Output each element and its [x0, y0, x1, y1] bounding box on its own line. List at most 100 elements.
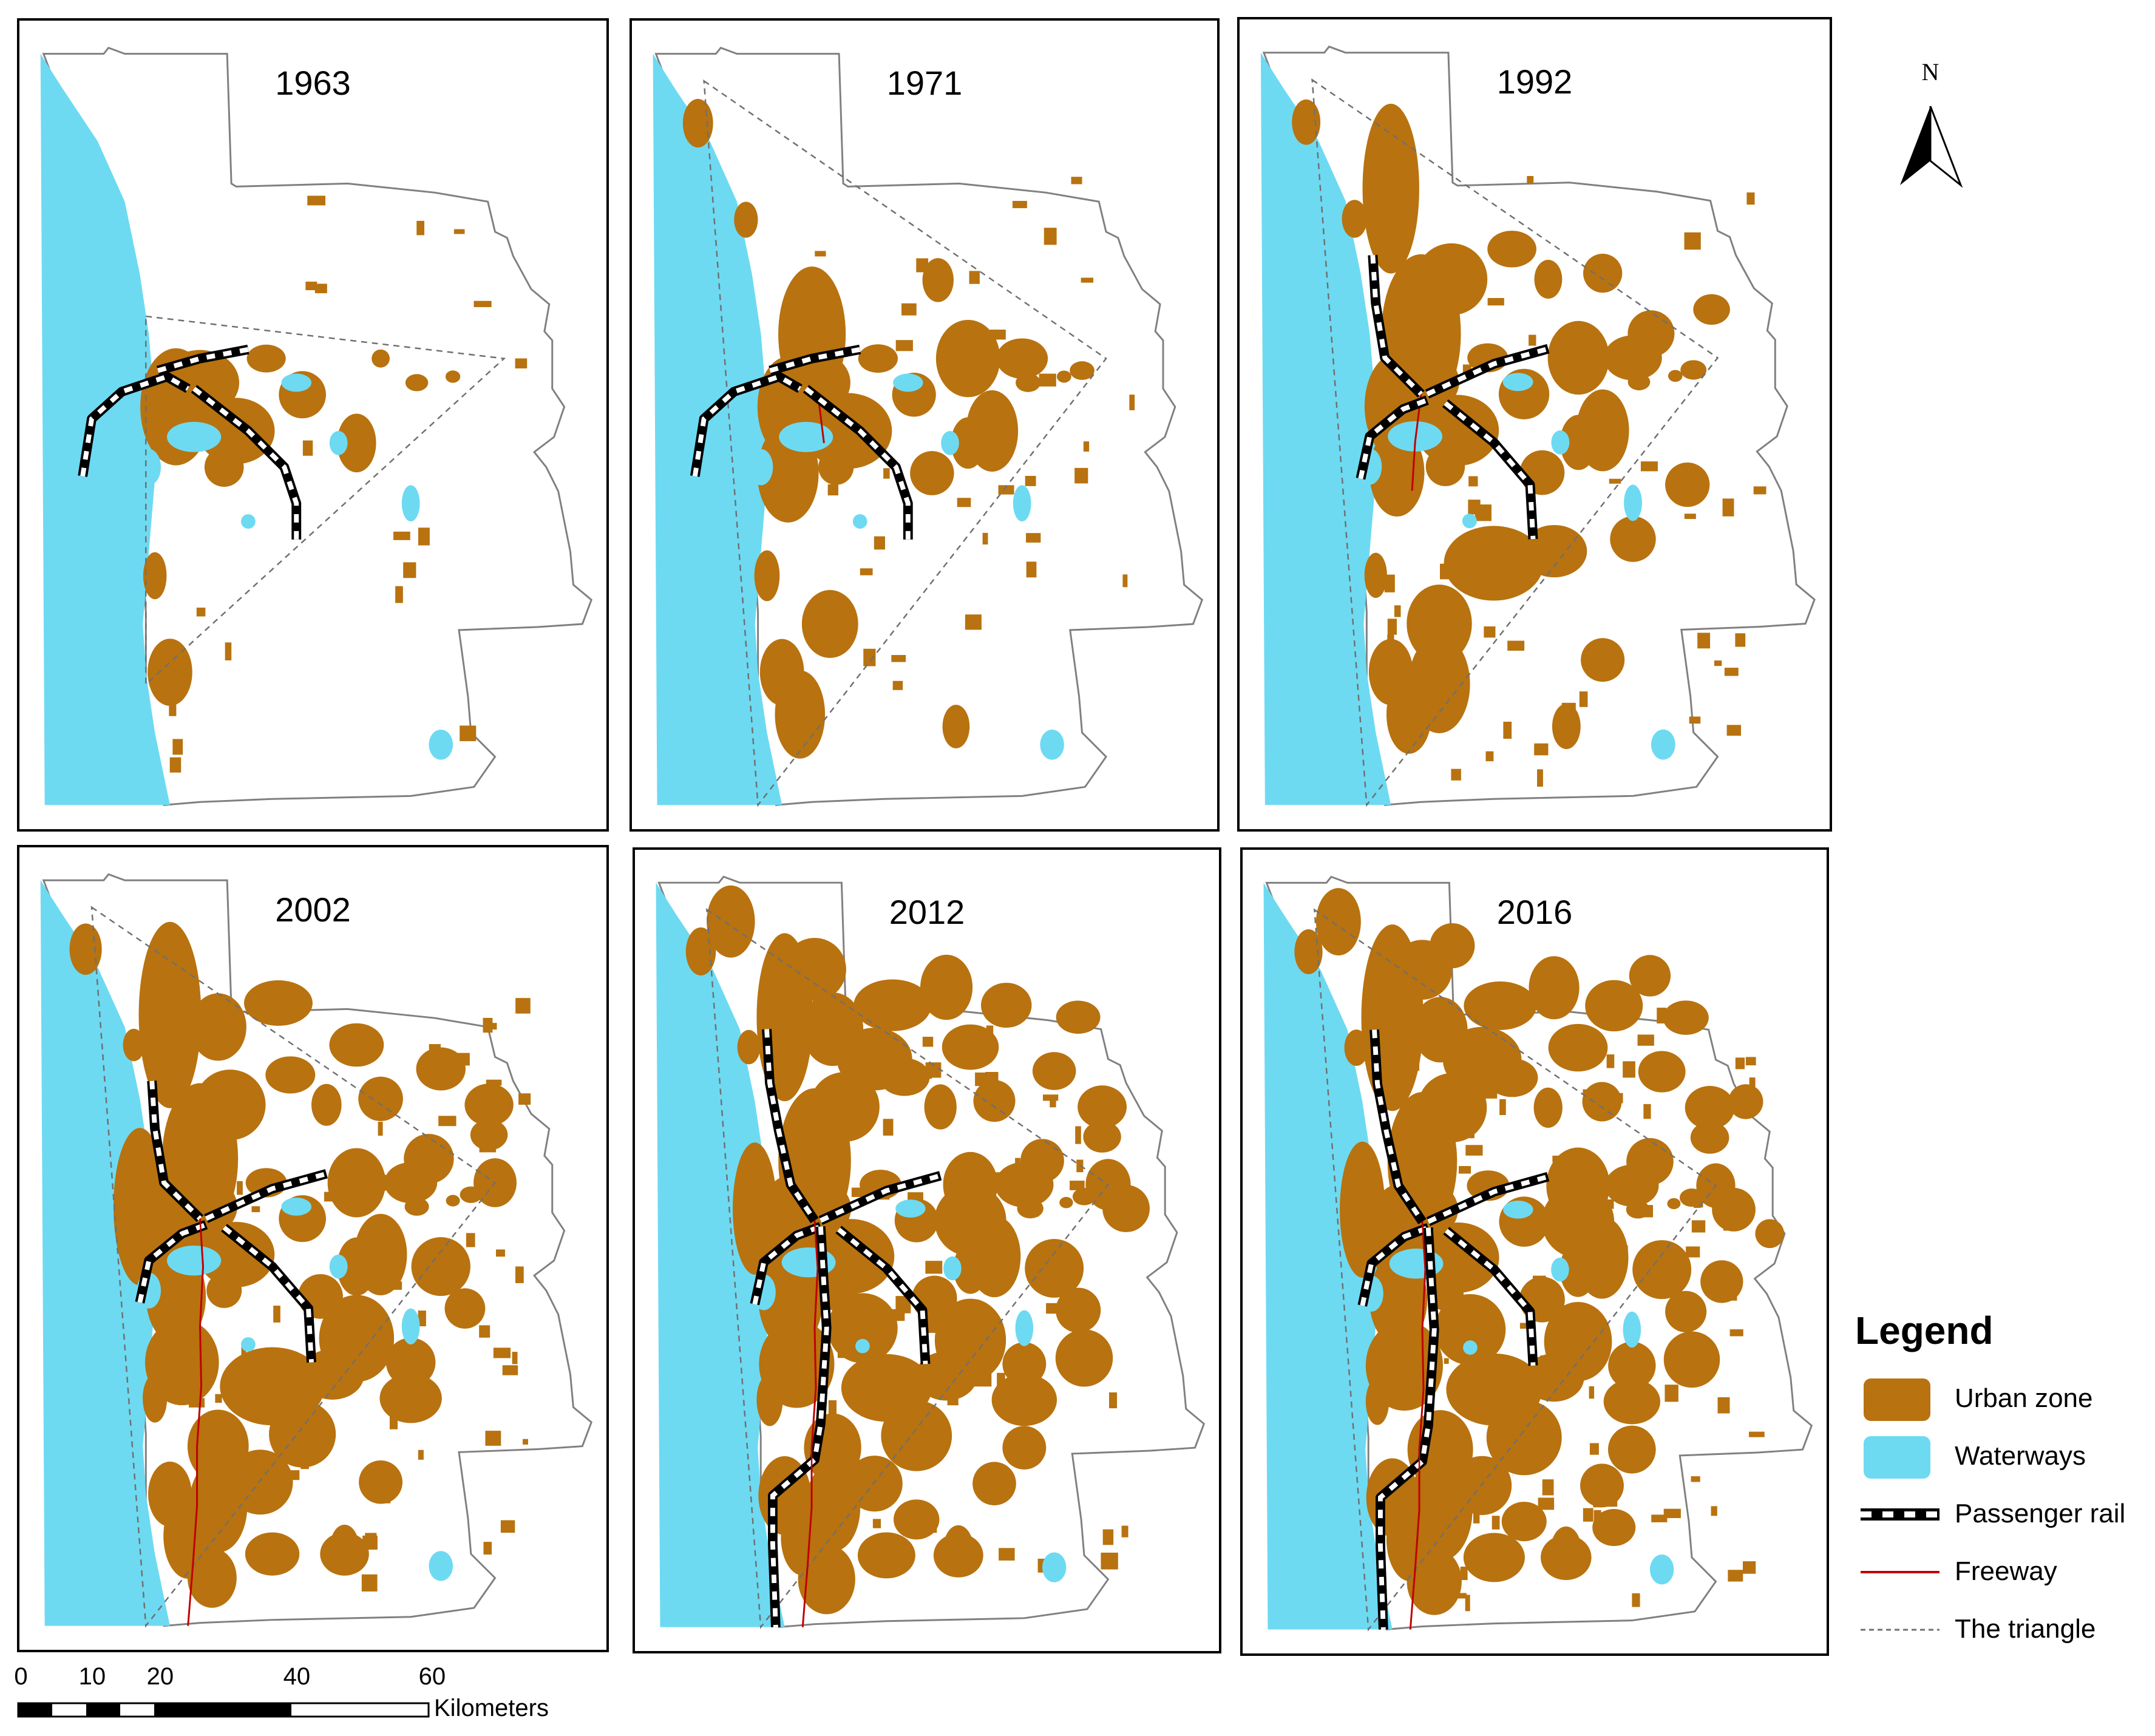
urban-zone-patch	[1735, 1057, 1745, 1070]
legend-item-urban: Urban zone	[1851, 1375, 2155, 1423]
urban-zone-patch	[820, 1550, 836, 1565]
urban-zone-patch	[1717, 1397, 1730, 1414]
waterway	[1551, 1257, 1569, 1282]
north-label: N	[1921, 58, 1940, 86]
urban-zone-patch	[403, 562, 416, 578]
panel-year-label: 2016	[1496, 893, 1573, 931]
freeway-line	[1411, 394, 1422, 491]
map-2012	[656, 875, 1206, 1629]
urban-zone-patch	[815, 251, 826, 257]
urban-zone-patch	[466, 1233, 475, 1247]
urban-zone-patch	[1640, 1179, 1656, 1190]
passenger-rail-dash	[205, 1171, 327, 1221]
urban-zone-patch	[1694, 1196, 1701, 1209]
urban-zone-patch	[872, 1519, 881, 1528]
urban-zone-patch	[1410, 476, 1420, 483]
waterway	[748, 449, 773, 486]
urban-zone-patch	[1548, 1023, 1608, 1072]
urban-zone-patch	[1440, 563, 1456, 580]
urban-zone-patch	[1342, 200, 1368, 238]
urban-zone-patch	[502, 1365, 518, 1375]
urban-zone-patch	[874, 1044, 892, 1053]
urban-zone-patch	[1056, 1287, 1101, 1333]
urban-zone-patch	[840, 1062, 847, 1072]
urban-zone-patch	[975, 1072, 987, 1087]
urban-zone-patch	[1617, 1379, 1624, 1391]
map-panel-2016: 2016	[1240, 847, 1829, 1656]
passenger-rail-dash	[770, 1226, 829, 1627]
urban-zone-patch	[320, 1532, 369, 1576]
waterway	[281, 1198, 312, 1216]
waterway	[429, 729, 453, 760]
urban-zone-patch	[1519, 1323, 1529, 1329]
urban-zone-patch	[1529, 334, 1536, 346]
urban-zone-patch	[1387, 619, 1397, 635]
urban-zone-patch	[453, 229, 465, 234]
urban-zone-patch	[500, 1520, 515, 1533]
passenger-rail-dash	[1444, 401, 1536, 540]
urban-zone-patch	[986, 1025, 994, 1040]
urban-zone-patch	[416, 1047, 466, 1091]
urban-zone-patch	[1728, 1570, 1743, 1582]
legend-item-freeway: Freeway	[1851, 1548, 2155, 1596]
urban-zone-patch	[1083, 441, 1090, 452]
urban-zone-patch	[924, 1084, 957, 1130]
urban-zone-patch	[1464, 981, 1537, 1030]
panel-year-label: 1971	[886, 64, 963, 102]
urban-zone-patch	[197, 1221, 275, 1287]
urban-zone-patch	[244, 980, 313, 1026]
urban-zone-patch	[1394, 605, 1401, 617]
urban-zone-patch	[881, 1400, 952, 1471]
urban-zone-patch	[1728, 1084, 1763, 1119]
urban-zone-patch	[1070, 361, 1094, 380]
urban-zone-patch	[965, 614, 982, 630]
urban-zone-patch	[801, 590, 858, 659]
urban-zone-patch	[365, 1533, 377, 1547]
urban-zone-patch	[1711, 1506, 1717, 1516]
urban-zone-patch	[324, 1192, 338, 1202]
urban-zone-patch	[977, 1469, 985, 1485]
urban-zone-patch	[1583, 254, 1623, 293]
urban-zone-patch	[395, 586, 403, 603]
urban-zone-patch	[1755, 1219, 1785, 1249]
legend-label: Passenger rail	[1955, 1499, 2126, 1528]
urban-zone-patch	[189, 1398, 205, 1408]
urban-zone-patch	[384, 1281, 402, 1290]
urban-zone-patch	[1729, 1285, 1737, 1301]
urban-zone-patch	[734, 202, 758, 238]
urban-zone-patch	[189, 993, 246, 1061]
urban-zone-patch	[358, 1076, 403, 1121]
urban-zone-patch	[860, 568, 873, 575]
urban-zone-patch	[1050, 1099, 1056, 1108]
urban-zone-patch	[1387, 634, 1394, 649]
urban-zone-patch	[1384, 574, 1395, 592]
waterway	[1502, 373, 1533, 392]
urban-zone-patch	[1442, 1026, 1522, 1093]
urban-zone-patch	[733, 1142, 777, 1275]
urban-zone-patch	[891, 655, 906, 662]
the-triangle	[1313, 908, 1717, 1632]
urban-zone-patch	[1723, 1213, 1731, 1231]
urban-zone-patch	[1484, 626, 1496, 638]
urban-zone-patch	[1665, 1290, 1707, 1332]
urban-zone-patch	[464, 1083, 514, 1127]
panel-year-label: 2002	[275, 890, 351, 929]
urban-zone-patch	[1102, 1529, 1114, 1545]
legend-item-rail: Passenger rail	[1851, 1490, 2155, 1539]
urban-zone-patch	[1043, 1094, 1059, 1101]
urban-zone-patch	[329, 1023, 384, 1067]
scale-unit-label: Kilometers	[434, 1695, 549, 1721]
urban-zone-patch	[1399, 477, 1409, 487]
urban-zone-patch	[1522, 1074, 1537, 1083]
urban-zone-patch	[269, 1401, 336, 1468]
scale-tick-label: 40	[283, 1663, 311, 1690]
ocean-area	[1263, 883, 1393, 1630]
passenger-rail-dash	[837, 1227, 928, 1365]
urban-zone-patch	[1463, 1533, 1525, 1582]
the-triangle	[705, 908, 1110, 1629]
passenger-rail-dash	[752, 1224, 822, 1305]
urban-zone-patch	[1612, 1245, 1628, 1251]
urban-zone-patch	[334, 1320, 345, 1334]
urban-zone-patch	[784, 1497, 801, 1508]
urban-zone-patch	[1408, 635, 1470, 733]
